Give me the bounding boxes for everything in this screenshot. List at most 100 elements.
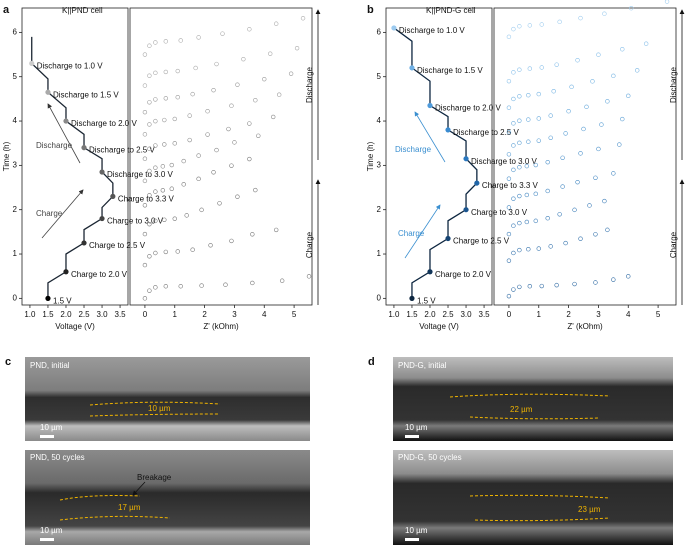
eis-point (178, 284, 183, 289)
eis-point (526, 117, 531, 122)
eis-point (506, 129, 512, 135)
x-tick-label: 1 (173, 310, 178, 319)
x-axis-title: Voltage (V) (55, 322, 95, 331)
y-axis-title: Time (h) (2, 141, 11, 171)
eis-point (554, 282, 559, 288)
eis-point (517, 165, 522, 170)
marker (63, 269, 69, 275)
panel-label: a (3, 4, 10, 16)
x-tick-label: 1.5 (42, 310, 54, 319)
eis-point (563, 131, 568, 136)
thickness-label: 10 µm (148, 404, 171, 413)
marker (45, 89, 51, 95)
eis-point (273, 21, 279, 26)
eis-point (566, 109, 571, 114)
eis-point (593, 280, 598, 285)
eis-point (214, 61, 219, 67)
eis-point (153, 70, 158, 76)
eis-point (524, 163, 530, 169)
marker-label: Charge to 2.0 V (435, 270, 492, 279)
eis-point (506, 105, 512, 110)
eis-point (526, 247, 531, 252)
eis-point (142, 156, 148, 161)
eis-point (620, 47, 625, 52)
eis-point (147, 193, 152, 198)
y-tick-label: 0 (377, 293, 382, 302)
eis-point (511, 223, 516, 228)
x-tick-label: 3.5 (479, 310, 491, 319)
eis-point (247, 156, 252, 162)
plot-frame (129, 7, 313, 306)
arrow (41, 189, 84, 239)
eis-point (557, 19, 562, 25)
voltage-curve (393, 27, 478, 299)
eis-point (196, 176, 201, 182)
eis-point (517, 140, 522, 146)
sem-caption: PND, initial (30, 361, 70, 370)
eis-point (153, 40, 158, 45)
sem-caption: PND-G, 50 cycles (398, 453, 462, 462)
marker-label: Discharge to 3.0 V (471, 157, 537, 166)
marker (110, 193, 116, 199)
arrow (414, 111, 446, 163)
eis-point (294, 45, 300, 51)
eis-point (208, 243, 213, 248)
marker (427, 269, 433, 275)
x-tick-label: 3.0 (460, 310, 472, 319)
annotation: Discharge (36, 141, 73, 150)
marker (427, 102, 433, 109)
panel-label: d (368, 356, 375, 368)
eis-point (250, 232, 255, 237)
sem-caption: PND-G, initial (398, 361, 447, 370)
eis-point (184, 213, 189, 218)
eis-point (142, 262, 148, 268)
marker (445, 127, 451, 133)
x-tick-label: 1.0 (24, 310, 36, 319)
eis-point (205, 109, 210, 114)
eis-point (511, 70, 516, 75)
eis-point (605, 99, 610, 104)
eis-point (163, 284, 169, 289)
marker-label: Charge to 3.0 V (107, 217, 164, 226)
x-axis-title: Voltage (V) (419, 322, 459, 331)
eis-point (163, 249, 169, 255)
annotation: Breakage (137, 473, 172, 482)
eis-point (526, 139, 531, 144)
y-tick-label: 2 (377, 205, 382, 214)
marker-label: Charge to 3.3 V (118, 195, 175, 204)
eis-point (142, 231, 148, 237)
eis-point (511, 287, 516, 292)
marker (99, 169, 105, 175)
eis-point (533, 218, 538, 224)
eis-point (626, 93, 631, 99)
marker-label: Discharge to 2.0 V (71, 119, 137, 128)
eis-point (599, 122, 604, 127)
annotation: Charge (398, 229, 425, 238)
eis-point (664, 0, 670, 4)
eis-point (300, 16, 306, 21)
y-tick-label: 6 (377, 27, 382, 36)
eis-point (643, 41, 649, 46)
eis-point (536, 246, 541, 251)
marker (463, 207, 469, 213)
eis-point (511, 121, 516, 126)
eis-point (596, 146, 601, 152)
eis-point (539, 65, 544, 70)
eis-point (596, 52, 601, 57)
eis-point (153, 218, 158, 224)
marker (409, 65, 415, 71)
eis-point (581, 126, 586, 132)
x-tick-label: 3.0 (96, 310, 108, 319)
eis-point (175, 249, 180, 254)
eis-point (626, 274, 631, 279)
annotation: Discharge (395, 145, 432, 154)
eis-point (611, 171, 616, 176)
eis-point (142, 132, 148, 137)
eis-point (211, 170, 216, 175)
x-tick-label: 4 (626, 310, 631, 319)
x-tick-label: 3 (596, 310, 601, 319)
eis-point (539, 283, 544, 289)
marker-label: 1.5 V (417, 296, 436, 305)
arrow (47, 103, 81, 164)
